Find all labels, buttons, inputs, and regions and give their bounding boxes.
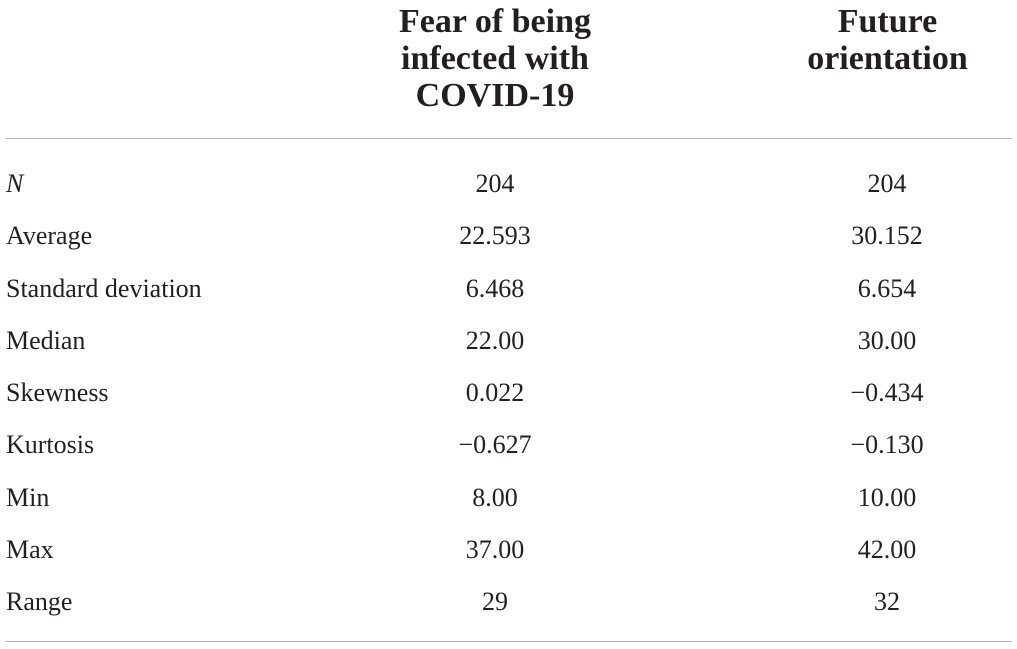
row-label: Kurtosis [6, 430, 95, 459]
future-orientation-value: 42.00 [857, 535, 917, 564]
fear-value: 0.022 [465, 378, 525, 407]
table-header-row: Fear of being infected with COVID-19 Fut… [0, 0, 1017, 139]
row-label: Max [6, 535, 54, 564]
row-label: Average [6, 221, 93, 250]
fear-value: 204 [475, 169, 515, 198]
row-label: Median [6, 326, 86, 355]
table-row: Kurtosis −0.627 −0.130 [0, 419, 1017, 471]
row-label: Min [6, 483, 50, 512]
future-orientation-value: 204 [867, 169, 907, 198]
fear-value: 6.468 [465, 274, 525, 303]
row-label: N [6, 169, 24, 198]
column-header-future-orientation: Future orientation [807, 3, 968, 77]
header-divider [6, 138, 1012, 139]
table-row: Average 22.593 30.152 [0, 210, 1017, 262]
table-row: Standard deviation 6.468 6.654 [0, 263, 1017, 315]
table-bottom-rule [6, 641, 1012, 642]
table-row: Max 37.00 42.00 [0, 524, 1017, 576]
fear-value: −0.627 [458, 430, 532, 459]
fear-value: 37.00 [465, 535, 525, 564]
row-label: Standard deviation [6, 274, 202, 303]
row-label: Range [6, 587, 73, 616]
fear-value: 22.593 [459, 221, 531, 250]
table-row: Skewness 0.022 −0.434 [0, 367, 1017, 419]
future-orientation-value: 6.654 [857, 274, 917, 303]
future-orientation-value: −0.434 [850, 378, 924, 407]
column-header-fear-of-covid: Fear of being infected with COVID-19 [398, 3, 591, 114]
table-row: Min 8.00 10.00 [0, 472, 1017, 524]
table-row: N 204 204 [0, 158, 1017, 210]
fear-value: 29 [482, 587, 508, 616]
table-row: Median 22.00 30.00 [0, 315, 1017, 367]
fear-value: 8.00 [472, 483, 518, 512]
row-label: Skewness [6, 378, 109, 407]
fear-value: 22.00 [465, 326, 525, 355]
table-row: Range 29 32 [0, 576, 1017, 628]
future-orientation-value: 30.00 [857, 326, 917, 355]
future-orientation-value: 32 [874, 587, 900, 616]
future-orientation-value: 30.152 [851, 221, 923, 250]
future-orientation-value: 10.00 [857, 483, 917, 512]
future-orientation-value: −0.130 [850, 430, 924, 459]
